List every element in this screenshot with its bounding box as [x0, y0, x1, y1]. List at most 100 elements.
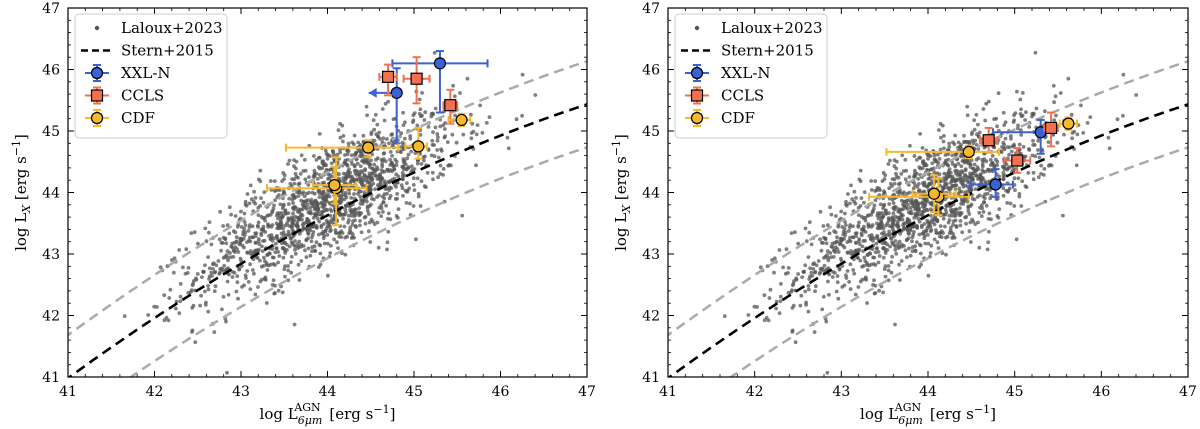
background-sample-point [192, 230, 197, 235]
background-sample-point [359, 230, 364, 235]
background-sample-point [778, 299, 783, 304]
background-sample-point [859, 196, 864, 201]
background-sample-point [289, 184, 294, 189]
background-sample-point [973, 138, 978, 143]
background-sample-point [832, 249, 837, 253]
background-sample-point [807, 230, 812, 235]
background-sample-point [839, 209, 844, 214]
background-sample-point [836, 296, 841, 301]
background-sample-point [985, 247, 990, 252]
background-sample-point [292, 243, 296, 248]
background-sample-point [344, 176, 348, 181]
background-sample-point [914, 200, 919, 205]
background-sample-point [1003, 136, 1008, 141]
background-sample-point [181, 265, 185, 270]
background-sample-point [891, 201, 896, 206]
background-sample-point [213, 284, 218, 289]
x-label-main: log L [860, 405, 898, 423]
background-sample-point [847, 280, 851, 284]
background-sample-point [418, 107, 423, 112]
background-sample-point [306, 232, 311, 236]
background-sample-point [379, 206, 384, 211]
background-sample-point [533, 93, 538, 97]
background-sample-point [272, 203, 276, 208]
background-sample-point [280, 290, 285, 295]
background-sample-point [966, 209, 971, 213]
background-sample-point [253, 234, 258, 239]
background-sample-point [400, 140, 405, 145]
background-sample-point [966, 175, 971, 180]
background-sample-point [923, 198, 928, 203]
background-sample-point [244, 276, 248, 280]
background-sample-point [889, 260, 894, 265]
background-sample-point [216, 259, 221, 263]
background-sample-point [394, 172, 399, 177]
data-point [1058, 116, 1079, 131]
background-sample-point [405, 156, 410, 161]
x-tick-label: 44 [919, 384, 937, 400]
x-tick-label: 44 [319, 384, 337, 400]
background-sample-point [474, 132, 479, 137]
background-sample-point [354, 225, 358, 229]
background-sample-point [273, 198, 277, 203]
background-sample-point [319, 231, 324, 236]
background-sample-point [980, 206, 985, 211]
background-sample-point [162, 293, 167, 298]
background-sample-point [249, 197, 254, 202]
background-sample-point [770, 258, 774, 262]
background-sample-point [354, 207, 358, 212]
background-sample-point [890, 254, 895, 259]
background-sample-point [863, 277, 867, 281]
background-sample-point [897, 239, 902, 244]
background-sample-point [373, 112, 378, 117]
background-sample-point [274, 246, 279, 251]
background-sample-point [361, 133, 366, 138]
background-sample-point [899, 244, 904, 249]
background-sample-point [758, 265, 763, 270]
chart-panel-1: 41 42 43 44 45 46 47 41 42 43 44 45 46 47 log L6μmAGN … [10, 1, 596, 427]
y-label-unit-sup: −1 [610, 140, 623, 156]
background-sample-point [386, 99, 391, 104]
background-sample-point [314, 158, 319, 162]
background-sample-point [869, 233, 874, 237]
background-sample-point [803, 289, 808, 294]
background-sample-point [928, 251, 933, 255]
background-sample-point [862, 224, 866, 229]
background-sample-point [310, 245, 315, 250]
background-sample-point [291, 206, 295, 210]
background-sample-point [228, 255, 233, 260]
background-sample-point [178, 299, 183, 304]
background-sample-point [286, 264, 290, 268]
background-sample-point [366, 229, 371, 234]
background-sample-point [992, 164, 996, 169]
background-sample-point [167, 296, 172, 300]
background-sample-point [377, 193, 381, 198]
background-sample-point [233, 214, 238, 218]
background-sample-point [1030, 153, 1035, 158]
background-sample-point [345, 162, 349, 167]
background-sample-point [774, 299, 779, 304]
background-sample-point [964, 221, 968, 226]
background-sample-point [335, 240, 339, 245]
background-sample-point [894, 171, 898, 176]
background-sample-point [64, 350, 68, 354]
background-sample-point [256, 285, 260, 289]
background-sample-point [949, 225, 953, 230]
background-sample-point [289, 260, 293, 265]
background-sample-point [445, 140, 450, 145]
background-sample-point [957, 213, 962, 218]
background-sample-point [248, 249, 253, 253]
background-sample-point [356, 192, 360, 196]
background-sample-point [874, 241, 879, 246]
background-sample-point [934, 228, 938, 233]
background-sample-point [1002, 123, 1007, 127]
background-sample-point [276, 250, 280, 254]
background-sample-point [392, 176, 397, 181]
background-sample-point [385, 137, 389, 141]
background-sample-point [1027, 148, 1032, 152]
background-sample-point [178, 294, 183, 299]
background-sample-point [277, 254, 282, 258]
background-sample-point [993, 157, 998, 162]
marker-circle [412, 140, 425, 153]
background-sample-point [1006, 190, 1010, 194]
